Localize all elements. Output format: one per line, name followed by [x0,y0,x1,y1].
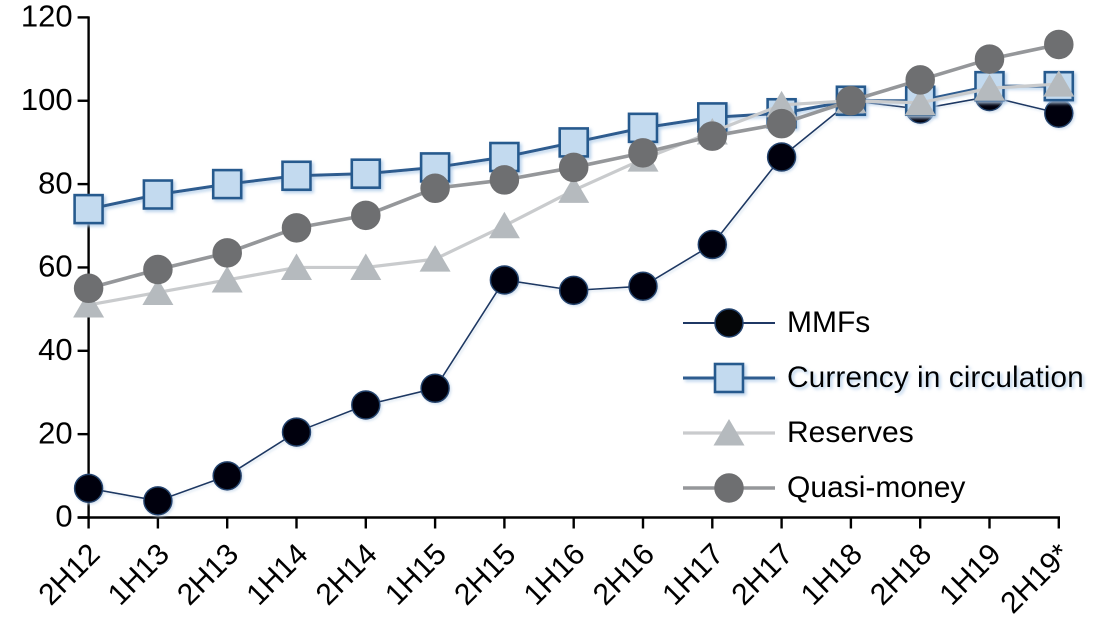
quasi-money-marker [73,273,104,304]
x-tick-label: 2H19* [994,537,1077,620]
y-tick-label: 20 [38,415,72,450]
quasi-money-marker [766,108,797,139]
series-mmfs [73,81,1074,516]
reserves-marker [904,88,936,116]
reserves-marker [558,176,590,203]
currency-in-circulation-marker [281,160,312,192]
series-quasi-money [73,29,1074,304]
currency-in-circulation-marker [350,158,382,189]
quasi-money-marker [281,213,312,243]
currency-in-circulation-legend-icon [713,362,745,394]
x-tick-label: 2H16 [587,538,661,612]
mmfs-marker [281,417,312,447]
quasi-money-marker [697,121,728,151]
reserves-marker [419,245,451,272]
x-tick-label: 2H12 [33,538,107,612]
reserves-marker [281,253,312,280]
mmfs-marker [73,473,104,504]
quasi-money-marker [489,165,520,195]
mmfs-marker [1044,98,1074,129]
legend-label: Quasi-money [787,471,965,504]
legend-item-currency-in-circulation: Currency in circulation [683,361,1084,394]
quasi-money-marker [351,200,381,231]
legend: MMFs Currency in circulation Reserves Quasi… [683,306,1084,504]
x-tick-label: 1H13 [102,538,176,612]
y-tick-label: 40 [38,332,72,367]
mmfs-legend-icon [714,308,744,338]
reserves-marker [73,290,105,318]
quasi-money-marker [836,86,866,116]
x-tick-label: 2H17 [726,538,800,612]
quasi-money-legend-icon [714,473,744,503]
y-tick-label: 60 [38,249,72,284]
y-tick-label: 80 [38,165,72,200]
x-tick-label: 1H18 [795,538,869,612]
quasi-money-marker [628,138,658,168]
quasi-money-marker [143,254,173,285]
quasi-money-marker [420,173,450,204]
mmfs-marker [212,461,242,491]
mmfs-marker [489,265,520,295]
reserves-marker [488,211,520,239]
currency-in-circulation-marker [211,168,243,200]
x-tick-label: 2H15 [448,538,522,612]
x-tick-label: 1H19 [933,538,1007,612]
x-tick-label: 1H17 [656,538,730,612]
reserves-legend-icon [713,419,745,446]
x-tick-label: 2H18 [864,538,938,612]
legend-label: Currency in circulation [787,361,1084,394]
currency-in-circulation-marker [73,193,104,225]
quasi-money-marker [905,65,935,95]
reserves-marker [766,90,798,118]
reserves-marker [974,74,1005,101]
x-tick-label: 2H13 [171,538,245,612]
reserves-marker [211,265,243,293]
mmfs-marker [143,486,173,516]
mmfs-marker [766,142,797,172]
mmfs-marker [420,373,450,404]
legend-label: Reserves [787,416,914,449]
y-tick-label: 100 [21,82,73,117]
mmfs-marker [697,229,728,260]
reserves-marker [350,253,382,280]
legend-label: MMFs [787,306,870,339]
y-tick-label: 0 [55,499,72,534]
quasi-money-marker [558,152,589,183]
quasi-money-marker [974,44,1005,74]
reserves-marker [142,278,174,305]
x-tick-label: 2H14 [310,538,384,612]
legend-item-mmfs: MMFs [683,306,870,339]
currency-in-circulation-marker [142,179,174,210]
legend-item-reserves: Reserves [683,416,914,449]
x-tick-label: 1H16 [518,538,592,612]
currency-in-circulation-marker [627,112,659,144]
reserves-marker [1043,70,1075,97]
y-tick-label: 120 [21,0,73,34]
x-tick-label: 1H14 [240,538,314,612]
mmfs-marker [351,390,381,420]
quasi-money-marker [1044,29,1074,60]
mmfs-marker [628,271,658,301]
currency-in-circulation-marker [558,127,590,158]
legend-item-quasi-money: Quasi-money [683,471,965,504]
mmfs-marker [558,275,589,306]
quasi-money-marker [212,238,242,268]
x-tick-label: 1H15 [379,538,453,612]
